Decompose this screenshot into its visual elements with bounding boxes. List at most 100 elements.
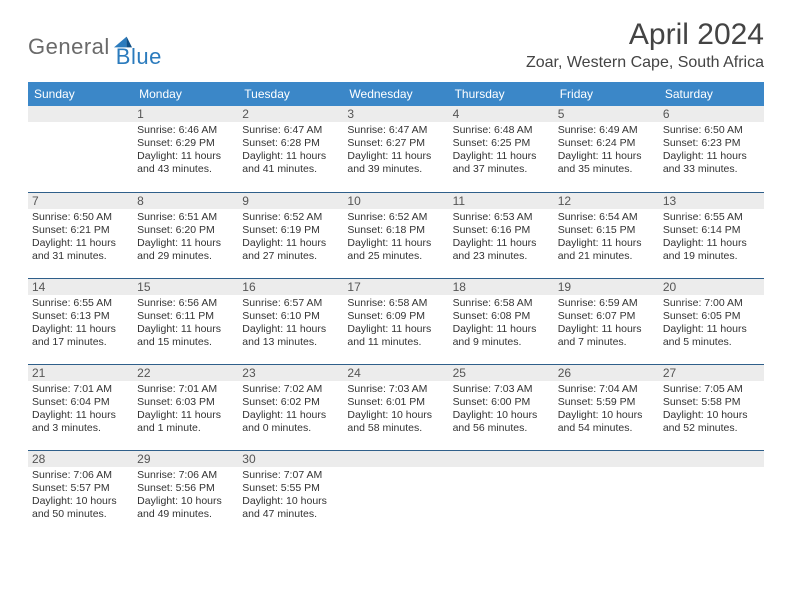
- day-number: 3: [343, 106, 448, 122]
- page: General Blue April 2024 Zoar, Western Ca…: [0, 0, 792, 554]
- daylight-line: Daylight: 11 hours and 29 minutes.: [137, 237, 234, 263]
- calendar-day-cell: [449, 450, 554, 536]
- day-number: 16: [238, 279, 343, 295]
- day-number: 7: [28, 193, 133, 209]
- day-number: 13: [659, 193, 764, 209]
- daylight-line: Daylight: 11 hours and 21 minutes.: [558, 237, 655, 263]
- sunrise-line: Sunrise: 7:07 AM: [242, 469, 339, 482]
- sunrise-line: Sunrise: 7:05 AM: [663, 383, 760, 396]
- sunrise-line: Sunrise: 6:58 AM: [347, 297, 444, 310]
- day-number: 5: [554, 106, 659, 122]
- calendar-day-cell: 29Sunrise: 7:06 AMSunset: 5:56 PMDayligh…: [133, 450, 238, 536]
- sunset-line: Sunset: 6:15 PM: [558, 224, 655, 237]
- sunset-line: Sunset: 6:09 PM: [347, 310, 444, 323]
- calendar-day-cell: 13Sunrise: 6:55 AMSunset: 6:14 PMDayligh…: [659, 192, 764, 278]
- daylight-line: Daylight: 11 hours and 0 minutes.: [242, 409, 339, 435]
- sunrise-line: Sunrise: 7:04 AM: [558, 383, 655, 396]
- day-number: 29: [133, 451, 238, 467]
- day-details: Sunrise: 7:03 AMSunset: 6:00 PMDaylight:…: [453, 383, 550, 436]
- calendar-header-row: SundayMondayTuesdayWednesdayThursdayFrid…: [28, 82, 764, 106]
- daylight-line: Daylight: 11 hours and 41 minutes.: [242, 150, 339, 176]
- day-details: Sunrise: 6:46 AMSunset: 6:29 PMDaylight:…: [137, 124, 234, 177]
- daylight-line: Daylight: 10 hours and 49 minutes.: [137, 495, 234, 521]
- calendar-day-cell: 7 Sunrise: 6:50 AMSunset: 6:21 PMDaylight…: [28, 192, 133, 278]
- day-details: Sunrise: 6:50 AMSunset: 6:21 PMDaylight:…: [32, 211, 129, 264]
- day-details: Sunrise: 7:04 AMSunset: 5:59 PMDaylight:…: [558, 383, 655, 436]
- day-number-empty: [554, 451, 659, 467]
- day-number-empty: [449, 451, 554, 467]
- sunset-line: Sunset: 5:59 PM: [558, 396, 655, 409]
- day-number: 9: [238, 193, 343, 209]
- calendar-day-cell: [554, 450, 659, 536]
- sunset-line: Sunset: 6:11 PM: [137, 310, 234, 323]
- day-number: 19: [554, 279, 659, 295]
- sunrise-line: Sunrise: 7:03 AM: [453, 383, 550, 396]
- day-number: 20: [659, 279, 764, 295]
- daylight-line: Daylight: 11 hours and 25 minutes.: [347, 237, 444, 263]
- header: General Blue April 2024 Zoar, Western Ca…: [28, 18, 764, 72]
- daylight-line: Daylight: 10 hours and 58 minutes.: [347, 409, 444, 435]
- calendar-day-cell: 12Sunrise: 6:54 AMSunset: 6:15 PMDayligh…: [554, 192, 659, 278]
- day-number-empty: [28, 106, 133, 122]
- day-number: 21: [28, 365, 133, 381]
- daylight-line: Daylight: 11 hours and 39 minutes.: [347, 150, 444, 176]
- sunrise-line: Sunrise: 6:46 AM: [137, 124, 234, 137]
- sunrise-line: Sunrise: 7:06 AM: [32, 469, 129, 482]
- day-number: 14: [28, 279, 133, 295]
- sunset-line: Sunset: 6:20 PM: [137, 224, 234, 237]
- sunset-line: Sunset: 6:16 PM: [453, 224, 550, 237]
- daylight-line: Daylight: 11 hours and 31 minutes.: [32, 237, 129, 263]
- daylight-line: Daylight: 10 hours and 50 minutes.: [32, 495, 129, 521]
- sunrise-line: Sunrise: 6:58 AM: [453, 297, 550, 310]
- daylight-line: Daylight: 10 hours and 47 minutes.: [242, 495, 339, 521]
- calendar-day-cell: 17Sunrise: 6:58 AMSunset: 6:09 PMDayligh…: [343, 278, 448, 364]
- calendar-day-cell: [343, 450, 448, 536]
- calendar-day-cell: 2Sunrise: 6:47 AMSunset: 6:28 PMDaylight…: [238, 106, 343, 192]
- daylight-line: Daylight: 11 hours and 37 minutes.: [453, 150, 550, 176]
- calendar-day-cell: 9 Sunrise: 6:52 AMSunset: 6:19 PMDaylight…: [238, 192, 343, 278]
- sunrise-line: Sunrise: 6:51 AM: [137, 211, 234, 224]
- sunrise-line: Sunrise: 6:53 AM: [453, 211, 550, 224]
- sunrise-line: Sunrise: 6:50 AM: [663, 124, 760, 137]
- logo: General Blue: [28, 24, 162, 70]
- sunset-line: Sunset: 6:08 PM: [453, 310, 550, 323]
- sunrise-line: Sunrise: 6:50 AM: [32, 211, 129, 224]
- day-details: Sunrise: 7:03 AMSunset: 6:01 PMDaylight:…: [347, 383, 444, 436]
- calendar-day-cell: 25Sunrise: 7:03 AMSunset: 6:00 PMDayligh…: [449, 364, 554, 450]
- calendar-day-cell: 4Sunrise: 6:48 AMSunset: 6:25 PMDaylight…: [449, 106, 554, 192]
- logo-text-blue: Blue: [116, 44, 162, 70]
- sunset-line: Sunset: 6:04 PM: [32, 396, 129, 409]
- calendar-day-cell: 19Sunrise: 6:59 AMSunset: 6:07 PMDayligh…: [554, 278, 659, 364]
- sunset-line: Sunset: 6:01 PM: [347, 396, 444, 409]
- calendar-day-cell: 6 Sunrise: 6:50 AMSunset: 6:23 PMDaylight…: [659, 106, 764, 192]
- sunrise-line: Sunrise: 6:55 AM: [663, 211, 760, 224]
- calendar-week-row: 21 Sunrise: 7:01 AMSunset: 6:04 PMDayligh…: [28, 364, 764, 450]
- calendar-day-cell: 21 Sunrise: 7:01 AMSunset: 6:04 PMDayligh…: [28, 364, 133, 450]
- day-details: Sunrise: 6:50 AMSunset: 6:23 PMDaylight:…: [663, 124, 760, 177]
- sunset-line: Sunset: 6:28 PM: [242, 137, 339, 150]
- calendar-day-cell: 23Sunrise: 7:02 AMSunset: 6:02 PMDayligh…: [238, 364, 343, 450]
- day-details: Sunrise: 7:01 AMSunset: 6:04 PMDaylight:…: [32, 383, 129, 436]
- calendar-day-cell: [659, 450, 764, 536]
- daylight-line: Daylight: 10 hours and 52 minutes.: [663, 409, 760, 435]
- day-details: Sunrise: 6:56 AMSunset: 6:11 PMDaylight:…: [137, 297, 234, 350]
- sunset-line: Sunset: 6:03 PM: [137, 396, 234, 409]
- day-details: Sunrise: 6:49 AMSunset: 6:24 PMDaylight:…: [558, 124, 655, 177]
- calendar-week-row: 28Sunrise: 7:06 AMSunset: 5:57 PMDayligh…: [28, 450, 764, 536]
- daylight-line: Daylight: 11 hours and 17 minutes.: [32, 323, 129, 349]
- day-details: Sunrise: 6:51 AMSunset: 6:20 PMDaylight:…: [137, 211, 234, 264]
- calendar-week-row: 14Sunrise: 6:55 AMSunset: 6:13 PMDayligh…: [28, 278, 764, 364]
- day-number: 22: [133, 365, 238, 381]
- day-number: 10: [343, 193, 448, 209]
- daylight-line: Daylight: 11 hours and 9 minutes.: [453, 323, 550, 349]
- day-number: 12: [554, 193, 659, 209]
- day-number: 30: [238, 451, 343, 467]
- day-details: Sunrise: 6:52 AMSunset: 6:19 PMDaylight:…: [242, 211, 339, 264]
- weekday-header: Thursday: [449, 82, 554, 106]
- day-number: 11: [449, 193, 554, 209]
- sunset-line: Sunset: 6:19 PM: [242, 224, 339, 237]
- calendar-day-cell: 8Sunrise: 6:51 AMSunset: 6:20 PMDaylight…: [133, 192, 238, 278]
- day-number: 6: [659, 106, 764, 122]
- day-number-empty: [659, 451, 764, 467]
- calendar-day-cell: 14Sunrise: 6:55 AMSunset: 6:13 PMDayligh…: [28, 278, 133, 364]
